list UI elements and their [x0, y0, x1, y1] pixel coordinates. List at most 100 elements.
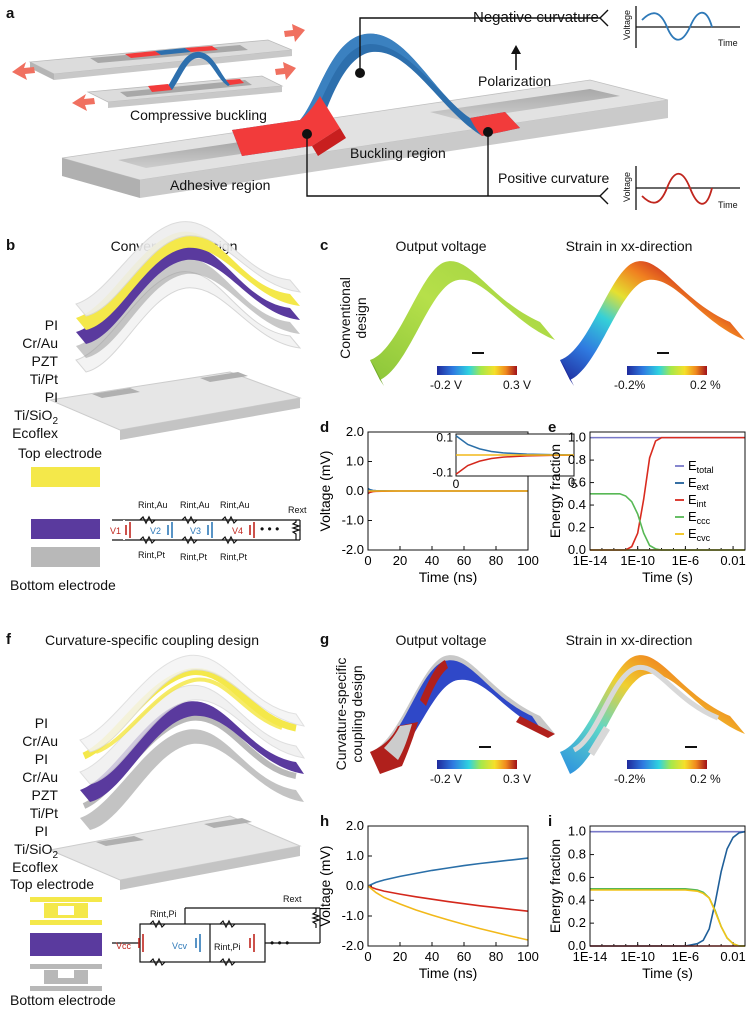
inset-xlabel-top: Time [718, 38, 738, 48]
c-voltage-surface [370, 261, 555, 386]
layer-label: Ti/Pt [30, 371, 58, 387]
plot-frame [367, 431, 529, 551]
x-axis-label: Time (ns) [419, 965, 478, 981]
panel-letter-i: i [548, 813, 552, 830]
x-tick-label: 60 [457, 949, 471, 964]
panel-letter-f: f [6, 631, 12, 648]
plot-frame [589, 825, 746, 947]
g-strain-max: 0.2 % [690, 772, 721, 786]
conventional-layer-labels: PI Cr/Au PZT Ti/Pt PI Ti/SiO2 Ecoflex [12, 317, 58, 441]
y-tick-label: 0.8 [568, 452, 586, 467]
layer-label: PI [35, 823, 48, 839]
layer-label: Cr/Au [22, 733, 58, 749]
pzt-swatch [31, 519, 100, 539]
r-ext-label-b: Rext [288, 505, 307, 515]
x-tick-label: 100 [517, 949, 539, 964]
large-buckled-film [232, 33, 520, 156]
v1-label: V1 [110, 526, 121, 536]
coupling-circuit [112, 907, 321, 967]
y-tick-label: 1.0 [568, 430, 586, 445]
inset-xlabel-bottom: Time [718, 200, 738, 210]
f-bottom-electrode-label: Bottom electrode [10, 992, 116, 1008]
y-axis-label: Energy fraction [547, 839, 563, 933]
panel-a: a Compressive buckling [6, 5, 740, 210]
panel-g: g Output voltage Strain in xx-direction … [320, 631, 745, 786]
x-tick-label: 100 [517, 553, 539, 568]
x-tick-label: 80 [489, 949, 503, 964]
series-line-E_ccc [590, 493, 745, 551]
r-int-pi-2: Rint,Pi [214, 942, 241, 952]
panel-f-title: Curvature-specific coupling design [45, 632, 259, 648]
v2-label: V2 [150, 526, 161, 536]
large-substrate-illustration [61, 79, 669, 198]
g-row-label-2: coupling design [349, 665, 365, 762]
y-tick-label: 0.0 [346, 878, 364, 893]
y-tick-label: 2.0 [346, 424, 364, 439]
top-electrode-swatch [31, 467, 100, 487]
g-voltage-colorbar [437, 760, 517, 769]
legend-label: Eint [688, 492, 707, 509]
y-tick-label: 0.4 [568, 892, 586, 907]
g-strain-min: -0.2% [614, 772, 646, 786]
r-int-au-2: Rint,Au [180, 500, 210, 510]
c-strain-max: 0.2 % [690, 378, 721, 392]
c-strain-colorbar [627, 366, 707, 375]
c-strain-min: -0.2% [614, 378, 646, 392]
y-tick-label: 0.0 [568, 938, 586, 953]
vcv-label: Vcv [172, 941, 188, 951]
panel-letter-b: b [6, 237, 15, 254]
x-axis-label: Time (s) [642, 965, 693, 981]
r-int-pt-2: Rint,Pt [180, 552, 208, 562]
layer-label: Ti/Pt [30, 805, 58, 821]
y-tick-label: 0.0 [568, 542, 586, 557]
y-tick-label: -1.0 [342, 908, 364, 923]
x-tick-label: 40 [425, 949, 439, 964]
bottom-electrode-label: Bottom electrode [10, 577, 116, 593]
g-strain-colorbar [627, 760, 707, 769]
c-voltage-colorbar [437, 366, 517, 375]
x-tick-label: 0.01 [720, 553, 745, 568]
legend-label: Ecvc [688, 526, 711, 543]
x-axis-label: Time (s) [642, 569, 693, 585]
layer-label: PI [45, 389, 58, 405]
conventional-circuit [112, 515, 301, 545]
compression-arrows [12, 24, 305, 111]
g-strain-title: Strain in xx-direction [566, 632, 693, 648]
v3-label: V3 [190, 526, 201, 536]
y-tick-label: 0.6 [568, 869, 586, 884]
conventional-layer-stack [48, 221, 302, 440]
c-row-label-2: design [353, 297, 369, 338]
x-axis-label: Time (ns) [419, 569, 478, 585]
plot-frame [589, 431, 746, 551]
panel-letter-a: a [6, 5, 15, 22]
x-tick-label: 0 [364, 553, 371, 568]
polarization-arrow [511, 45, 521, 70]
r-int-pt-1: Rint,Pt [138, 550, 166, 560]
polarization-label: Polarization [478, 73, 551, 89]
legend-label: Eext [688, 475, 709, 492]
g-row-label-1: Curvature-specific [333, 658, 349, 771]
g-voltage-surface [370, 655, 555, 774]
g-voltage-max: 0.3 V [503, 772, 531, 786]
coupling-layer-stack [48, 654, 306, 890]
circuit-ellipsis-f: • • • [270, 936, 289, 950]
c-strain-title: Strain in xx-direction [566, 238, 693, 254]
series-line-red [367, 885, 529, 912]
negative-curvature-waveform: Voltage Time [622, 6, 740, 48]
inset-x-tick-label: 5 [571, 477, 578, 491]
x-tick-label: 1E-10 [620, 553, 655, 568]
chart-e: 1E-14 1E-10 1E-6 0.01 1.0 0.8 0.6 0.4 0.2 0.0 Time… [547, 430, 746, 585]
layer-label: PZT [32, 787, 59, 803]
y-tick-label: 0.4 [568, 497, 586, 512]
g-strain-surface [560, 655, 745, 774]
panel-b: b Conventional design PI Cr/Au PZT Ti/Pt… [6, 221, 307, 593]
panel-letter-g: g [320, 631, 329, 648]
panel-letter-d: d [320, 419, 329, 436]
c-row-label-1: Conventional [337, 277, 353, 359]
c-strain-surface [560, 261, 745, 386]
series-line-E_ccc [590, 888, 745, 947]
positive-curvature-waveform: Voltage Time [622, 166, 740, 210]
positive-curvature-label: Positive curvature [498, 170, 609, 186]
series-line-E_ext [590, 830, 746, 947]
circuit-labels-b: Rint,Au Rint,Au Rint,Au Rint,Pt Rint,Pt … [110, 500, 307, 562]
